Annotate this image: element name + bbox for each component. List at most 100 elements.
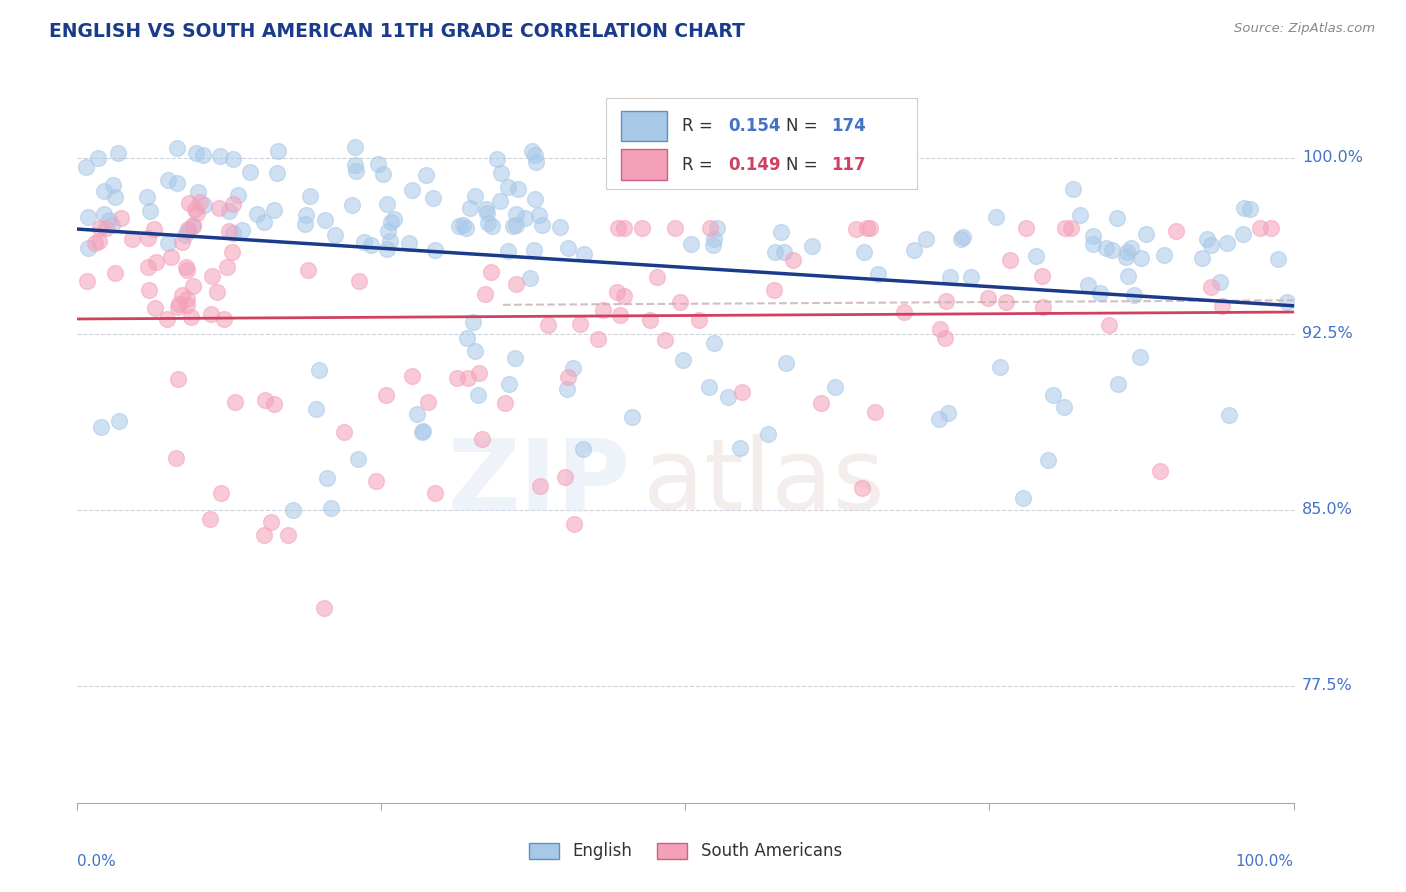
Point [121,232,143,246]
Point [454,221,477,235]
Point [101,178,124,192]
Point [411,425,433,439]
Point [935,294,957,309]
Point [1153,248,1175,262]
Point [446,371,468,385]
Point [87,151,110,165]
Point [1277,294,1299,309]
Legend: English, South Americans: English, South Americans [523,836,848,867]
Point [494,396,516,410]
Point [260,515,283,529]
Point [489,166,512,180]
FancyBboxPatch shape [606,97,917,188]
Point [586,332,609,346]
Point [1011,491,1033,505]
Point [347,274,370,288]
Point [613,289,636,303]
Text: ENGLISH VS SOUTH AMERICAN 11TH GRADE CORRELATION CHART: ENGLISH VS SOUTH AMERICAN 11TH GRADE COR… [49,22,745,41]
Point [536,318,558,332]
Point [104,190,127,204]
FancyBboxPatch shape [621,149,668,180]
Point [340,198,363,212]
Point [226,188,249,202]
Point [703,336,725,351]
Point [770,225,793,239]
Point [688,313,710,327]
Point [505,219,527,233]
Point [467,388,489,402]
Point [142,222,165,236]
Point [181,279,204,293]
Point [730,385,752,400]
Point [323,228,346,243]
Text: 117: 117 [831,155,866,174]
Point [418,395,440,409]
Point [562,361,585,376]
Point [263,202,285,217]
Point [1121,241,1143,255]
Point [76,241,98,255]
Point [205,285,228,299]
Point [422,191,444,205]
Point [1088,285,1111,300]
Point [107,414,129,428]
Text: 85.0%: 85.0% [1302,502,1353,517]
Point [1129,251,1152,265]
Point [515,211,537,225]
Point [938,270,960,285]
Point [138,283,160,297]
Point [772,245,794,260]
Point [267,144,290,158]
Point [253,527,276,541]
Point [215,260,238,274]
Point [554,470,576,484]
Point [1081,228,1104,243]
Point [218,204,240,219]
Point [762,284,785,298]
Point [176,263,198,277]
Point [858,221,880,235]
Point [177,196,200,211]
Point [464,344,486,359]
Point [316,471,339,485]
Point [464,188,486,202]
Point [166,372,188,386]
Point [93,207,115,221]
Point [319,500,342,515]
Point [176,292,198,306]
Point [699,380,721,394]
Point [477,216,499,230]
Point [186,206,208,220]
Point [84,236,107,251]
Point [406,408,429,422]
Point [1239,202,1261,216]
Point [1249,221,1271,235]
Text: N =: N = [786,117,824,135]
Point [606,285,628,299]
Point [224,395,246,409]
Point [254,392,277,407]
Point [1095,241,1118,255]
Point [984,210,1007,224]
Text: N =: N = [786,155,824,174]
Point [314,213,336,227]
Point [382,211,405,226]
Point [94,220,117,235]
Point [929,321,952,335]
Point [763,244,786,259]
Text: 0.154: 0.154 [728,117,780,135]
Point [477,206,499,220]
Point [463,315,485,329]
Point [1060,221,1083,235]
Point [208,149,231,163]
Point [343,140,366,154]
Point [1232,227,1254,242]
Point [1081,237,1104,252]
Point [364,474,387,488]
Point [156,172,179,186]
Point [496,179,519,194]
Text: 174: 174 [831,117,866,135]
Point [156,236,179,251]
Point [295,208,318,222]
Point [669,295,692,310]
